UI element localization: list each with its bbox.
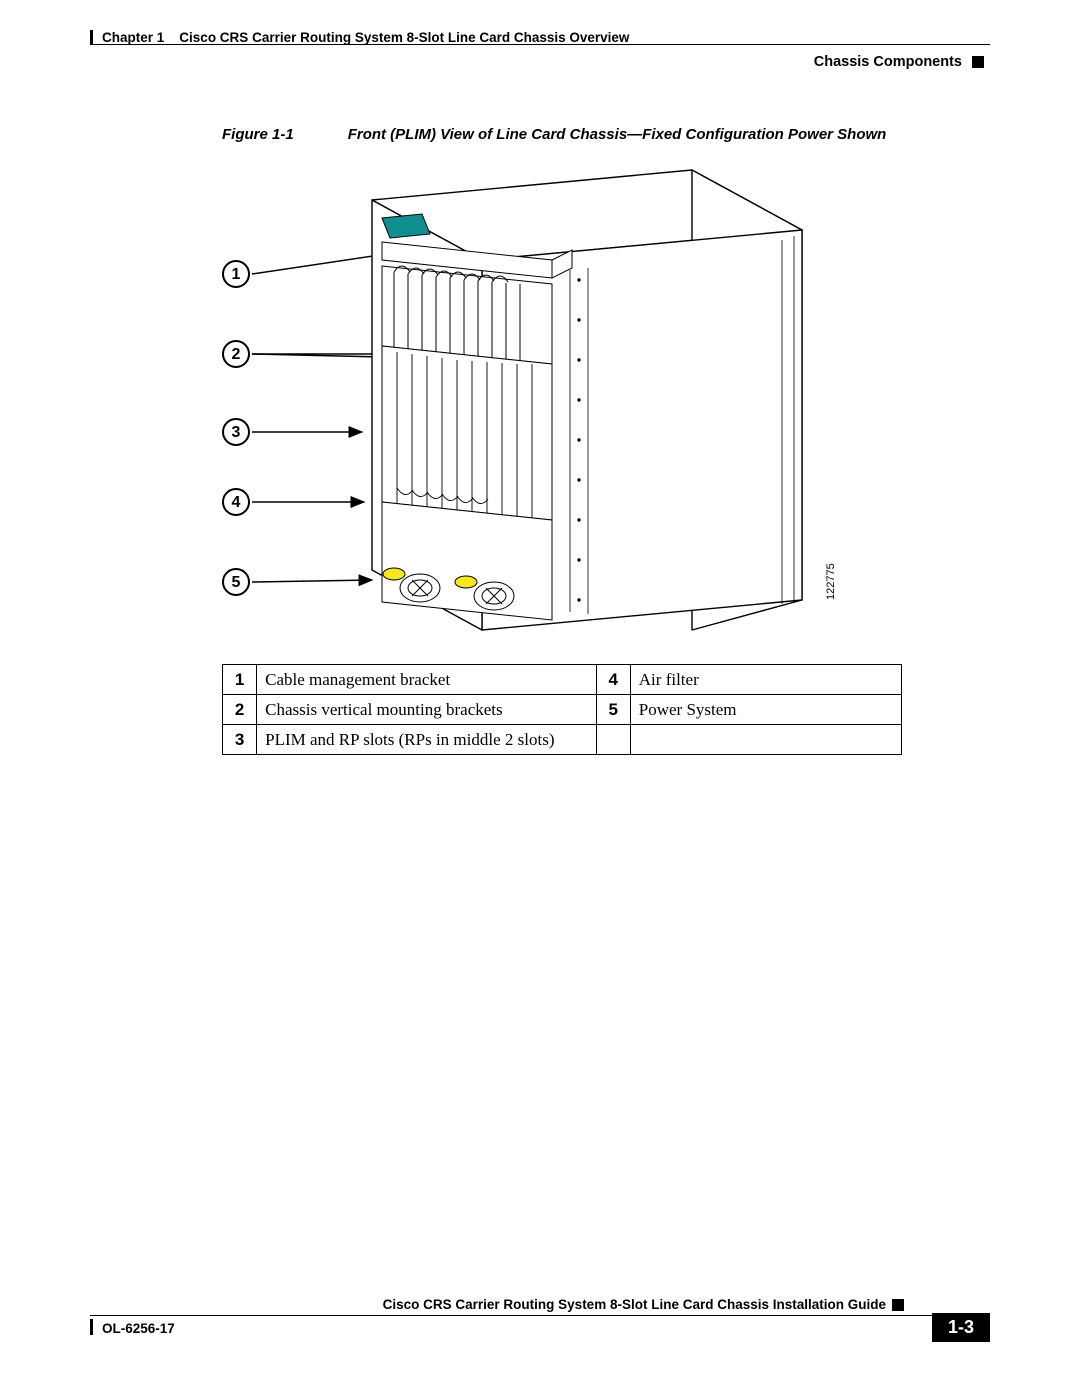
legend-desc: Power System xyxy=(630,695,901,725)
callout-1: 1 xyxy=(222,260,250,288)
callout-3: 3 xyxy=(222,418,250,446)
chapter-title: Cisco CRS Carrier Routing System 8-Slot … xyxy=(179,30,629,45)
legend-num: 5 xyxy=(596,695,630,725)
figure-number: Figure 1-1 xyxy=(222,126,294,143)
legend-desc: PLIM and RP slots (RPs in middle 2 slots… xyxy=(257,725,597,755)
header-chapter: Chapter 1 Cisco CRS Carrier Routing Syst… xyxy=(102,30,629,45)
callout-5: 5 xyxy=(222,568,250,596)
image-id-label: 122775 xyxy=(825,563,837,600)
page: Chapter 1 Cisco CRS Carrier Routing Syst… xyxy=(90,30,990,1367)
chapter-label: Chapter 1 xyxy=(102,30,164,45)
footer-tick xyxy=(90,1319,93,1335)
cisco-badge xyxy=(382,214,430,238)
legend-table: 1Cable management bracket4Air filter2Cha… xyxy=(222,664,902,755)
header-tick xyxy=(90,30,93,44)
legend-num xyxy=(596,725,630,755)
legend-num: 2 xyxy=(223,695,257,725)
figure-caption: Front (PLIM) View of Line Card Chassis—F… xyxy=(348,126,887,143)
table-row: 1Cable management bracket4Air filter xyxy=(223,665,902,695)
page-header: Chapter 1 Cisco CRS Carrier Routing Syst… xyxy=(90,30,990,100)
legend-desc xyxy=(630,725,901,755)
footer-rule xyxy=(90,1315,990,1316)
footer-square-icon xyxy=(892,1299,904,1311)
legend-num: 1 xyxy=(223,665,257,695)
legend-desc: Air filter xyxy=(630,665,901,695)
legend-desc: Cable management bracket xyxy=(257,665,597,695)
table-row: 2Chassis vertical mounting brackets5Powe… xyxy=(223,695,902,725)
page-footer: Cisco CRS Carrier Routing System 8-Slot … xyxy=(90,1297,990,1347)
header-square-icon xyxy=(972,56,984,68)
figure-title: Figure 1-1 Front (PLIM) View of Line Card… xyxy=(222,126,886,143)
header-section: Chassis Components xyxy=(814,54,962,70)
legend-desc: Chassis vertical mounting brackets xyxy=(257,695,597,725)
legend-num: 3 xyxy=(223,725,257,755)
callout-4: 4 xyxy=(222,488,250,516)
chassis-diagram: 122775 1 2 3 4 5 xyxy=(222,160,862,640)
callout-2: 2 xyxy=(222,340,250,368)
chassis-svg: 122775 xyxy=(222,160,862,640)
footer-doc-number: OL-6256-17 xyxy=(102,1321,175,1336)
table-row: 3PLIM and RP slots (RPs in middle 2 slot… xyxy=(223,725,902,755)
footer-page-number: 1-3 xyxy=(932,1313,990,1342)
footer-guide: Cisco CRS Carrier Routing System 8-Slot … xyxy=(383,1297,886,1312)
legend-num: 4 xyxy=(596,665,630,695)
